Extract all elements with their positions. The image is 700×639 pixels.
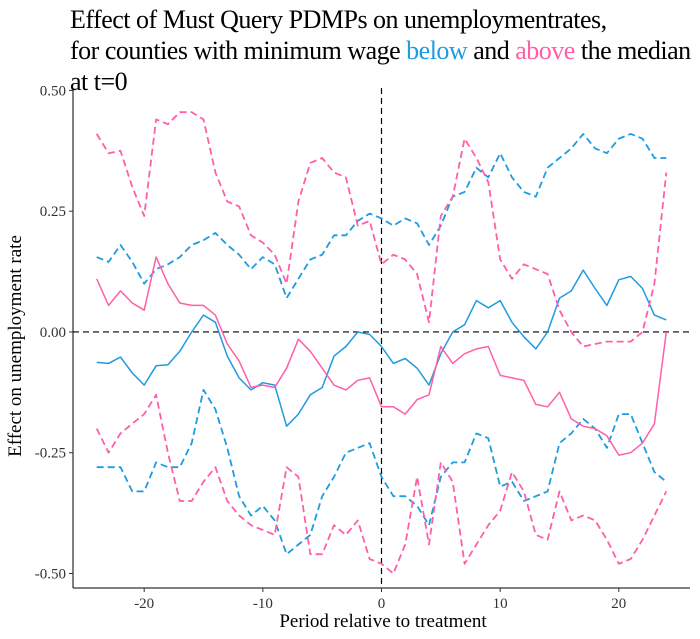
title-part-6: at t=0 — [70, 67, 128, 96]
axes: -0.50 -0.25 0.00 0.25 0.50 -20 -10 0 10 20 — [35, 83, 690, 612]
y-tick-label: 0.25 — [40, 204, 66, 220]
title-part-2: below — [406, 36, 468, 65]
series-below-upper-line — [96, 133, 667, 299]
series-above-estimate-line — [96, 256, 668, 456]
y-tick-label: -0.50 — [35, 567, 66, 583]
title-part-0: Effect of Must Query PDMPs on unemployme… — [70, 5, 607, 34]
title-part-3: and — [467, 36, 516, 65]
series-above-upper-line — [95, 111, 668, 348]
y-tick-label: -0.25 — [35, 446, 66, 462]
x-tick-label: -20 — [134, 596, 154, 612]
series-above-lower-line — [95, 393, 668, 575]
series-below-estimate-line — [96, 269, 667, 427]
reference-lines — [73, 88, 690, 588]
x-tick-label: 10 — [493, 596, 508, 612]
x-tick-label: 0 — [378, 596, 386, 612]
title-part-5: the median — [574, 36, 691, 65]
title-part-4: above — [515, 36, 575, 65]
y-tick-label: 0.50 — [40, 83, 66, 99]
x-tick-label: -10 — [253, 596, 273, 612]
y-axis-title: Effect on unemployment rate — [5, 235, 26, 457]
chart-title: Effect of Must Query PDMPs on unemployme… — [70, 4, 691, 97]
title-part-1: for counties with minimum wage — [70, 36, 407, 65]
series-lines — [95, 111, 668, 575]
series-below-lower-line — [96, 389, 667, 556]
y-tick-label: 0.00 — [40, 325, 66, 341]
x-axis-title: Period relative to treatment — [279, 611, 487, 632]
x-tick-label: 20 — [611, 596, 626, 612]
